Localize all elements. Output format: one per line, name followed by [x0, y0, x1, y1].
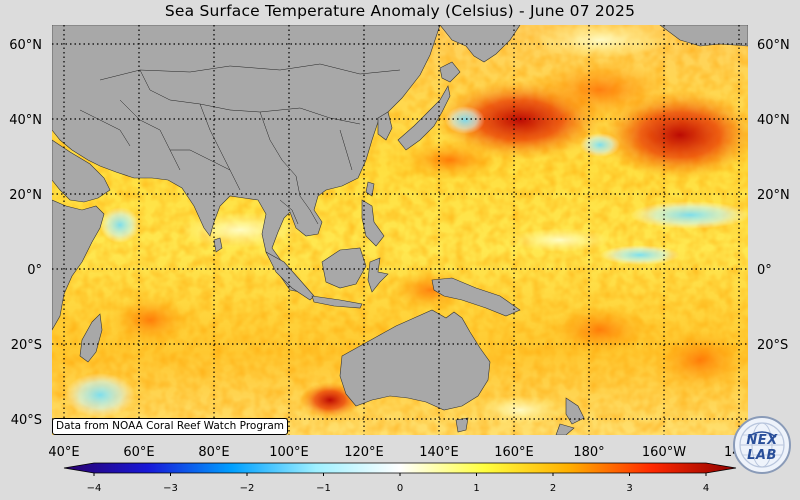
alaska-landmass	[659, 25, 748, 47]
africa-landmass	[52, 199, 105, 331]
new-guinea-landmass	[431, 277, 521, 317]
colorbar-tick-2: 2	[550, 483, 556, 494]
lat-labels-right: 60°N 40°N 20°N 0° 20°S	[757, 38, 790, 353]
java-landmass	[311, 295, 363, 309]
philippines-landmass	[361, 199, 385, 247]
borneo-landmass	[321, 247, 367, 289]
hokkaido-landmass	[439, 61, 461, 83]
colorbar-tick-0: 0	[397, 483, 403, 494]
tasmania-landmass	[455, 417, 469, 433]
sulawesi-landmass	[367, 257, 389, 293]
lat-labels-left: 60°N 40°N 20°N 0° 20°S 40°S	[9, 38, 42, 428]
lon-label-180: 180°	[573, 445, 604, 460]
lat-label-0-left: 0°	[27, 263, 42, 278]
lon-label-140e: 140°E	[419, 445, 459, 460]
lon-label-60e: 60°E	[123, 445, 154, 460]
data-source-credit: Data from NOAA Coral Reef Watch Program	[52, 418, 288, 435]
lat-label-20n-left: 20°N	[9, 188, 42, 203]
land-masses	[52, 25, 748, 435]
lon-label-160w: 160°W	[642, 445, 686, 460]
colorbar-ticks: −4 −3 −2 −1 0 1 2 3 4	[87, 473, 709, 494]
sumatra-landmass	[265, 251, 315, 301]
colorbar-tick-neg2: −2	[240, 483, 255, 494]
country-borders	[79, 63, 401, 225]
lat-label-20s-right: 20°S	[757, 338, 788, 353]
madagascar-landmass	[79, 313, 103, 363]
australia-landmass	[339, 309, 491, 411]
lon-label-160e: 160°E	[494, 445, 534, 460]
graticule	[52, 25, 748, 435]
lat-label-0-right: 0°	[757, 263, 772, 278]
lon-label-100e: 100°E	[269, 445, 309, 460]
arabia-landmass	[52, 139, 111, 203]
colorbar-tick-neg3: −3	[163, 483, 178, 494]
sri-lanka-landmass	[213, 237, 223, 253]
colorbar-tick-3: 3	[626, 483, 632, 494]
map-title: Sea Surface Temperature Anomaly (Celsius…	[164, 2, 636, 20]
lat-label-20n-right: 20°N	[757, 188, 790, 203]
colorbar-tick-4: 4	[703, 483, 709, 494]
globe-icon	[733, 416, 791, 474]
colorbar-tick-neg4: −4	[87, 483, 102, 494]
lat-label-40n-right: 40°N	[757, 113, 790, 128]
colorbar-tick-1: 1	[473, 483, 479, 494]
taiwan-landmass	[365, 181, 375, 197]
colorbar-tick-neg1: −1	[316, 483, 331, 494]
japan-landmass	[397, 85, 451, 151]
lat-label-60n-left: 60°N	[9, 38, 42, 53]
colorbar	[63, 462, 737, 474]
lat-label-60n-right: 60°N	[757, 38, 790, 53]
lat-label-20s-left: 20°S	[11, 338, 42, 353]
lon-labels: 40°E 60°E 80°E 100°E 120°E 140°E 160°E 1…	[48, 445, 740, 460]
lat-label-40n-left: 40°N	[9, 113, 42, 128]
lat-label-40s-left: 40°S	[11, 413, 42, 428]
nexlab-logo[interactable]: NEX LAB	[732, 415, 792, 475]
colorbar-bar	[63, 462, 737, 474]
lon-label-80e: 80°E	[198, 445, 229, 460]
logo-text: NEX LAB	[746, 433, 778, 463]
new-zealand-south-landmass	[555, 423, 575, 435]
lon-label-40e: 40°E	[48, 445, 79, 460]
new-zealand-landmass	[565, 397, 585, 425]
lon-label-120e: 120°E	[344, 445, 384, 460]
ocean-anomaly-field	[52, 25, 748, 435]
